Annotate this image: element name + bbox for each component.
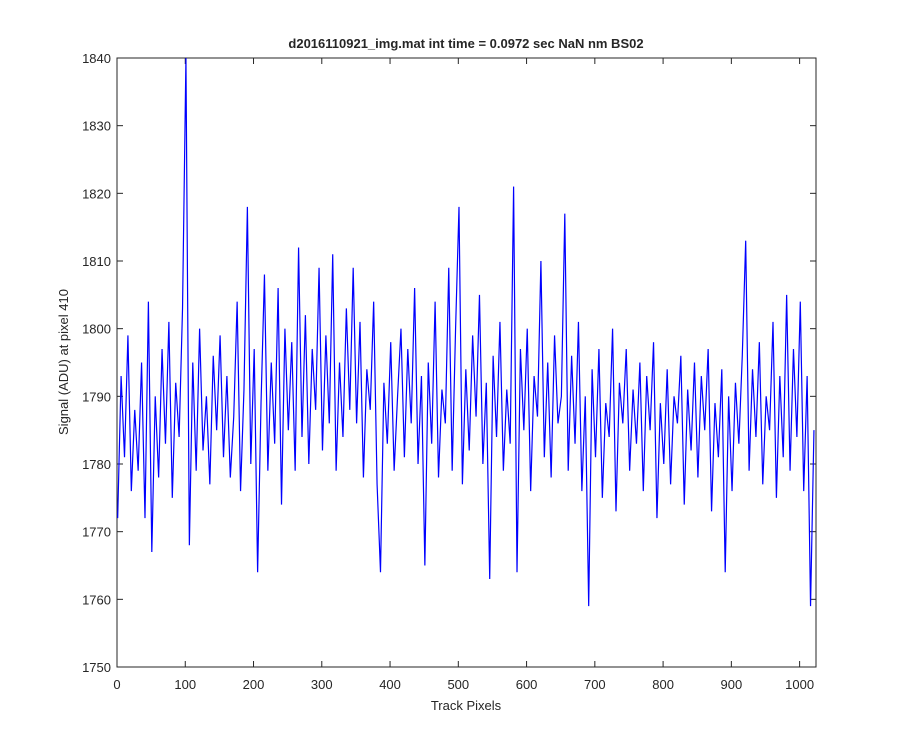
x-tick-label: 300	[311, 677, 333, 692]
y-tick-label: 1810	[82, 254, 111, 269]
y-tick-label: 1780	[82, 457, 111, 472]
x-tick-label: 900	[721, 677, 743, 692]
x-tick-label: 500	[447, 677, 469, 692]
y-tick-label: 1840	[82, 51, 111, 66]
y-tick-label: 1770	[82, 525, 111, 540]
x-tick-label: 0	[113, 677, 120, 692]
x-tick-label: 1000	[785, 677, 814, 692]
y-tick-label: 1830	[82, 119, 111, 134]
x-tick-label: 400	[379, 677, 401, 692]
x-tick-label: 600	[516, 677, 538, 692]
plot-area	[116, 57, 817, 668]
x-tick-label: 200	[243, 677, 265, 692]
x-tick-label: 700	[584, 677, 606, 692]
data-line	[117, 58, 815, 607]
y-tick-label: 1800	[82, 322, 111, 337]
x-tick-label: 800	[652, 677, 674, 692]
y-tick-label: 1760	[82, 592, 111, 607]
y-tick-label: 1750	[82, 660, 111, 675]
x-axis-label: Track Pixels	[431, 698, 502, 713]
chart-title: d2016110921_img.mat int time = 0.0972 se…	[288, 36, 643, 51]
y-axis-label: Signal (ADU) at pixel 410	[56, 289, 71, 435]
y-tick-label: 1790	[82, 389, 111, 404]
y-tick-label: 1820	[82, 186, 111, 201]
x-tick-label: 100	[174, 677, 196, 692]
